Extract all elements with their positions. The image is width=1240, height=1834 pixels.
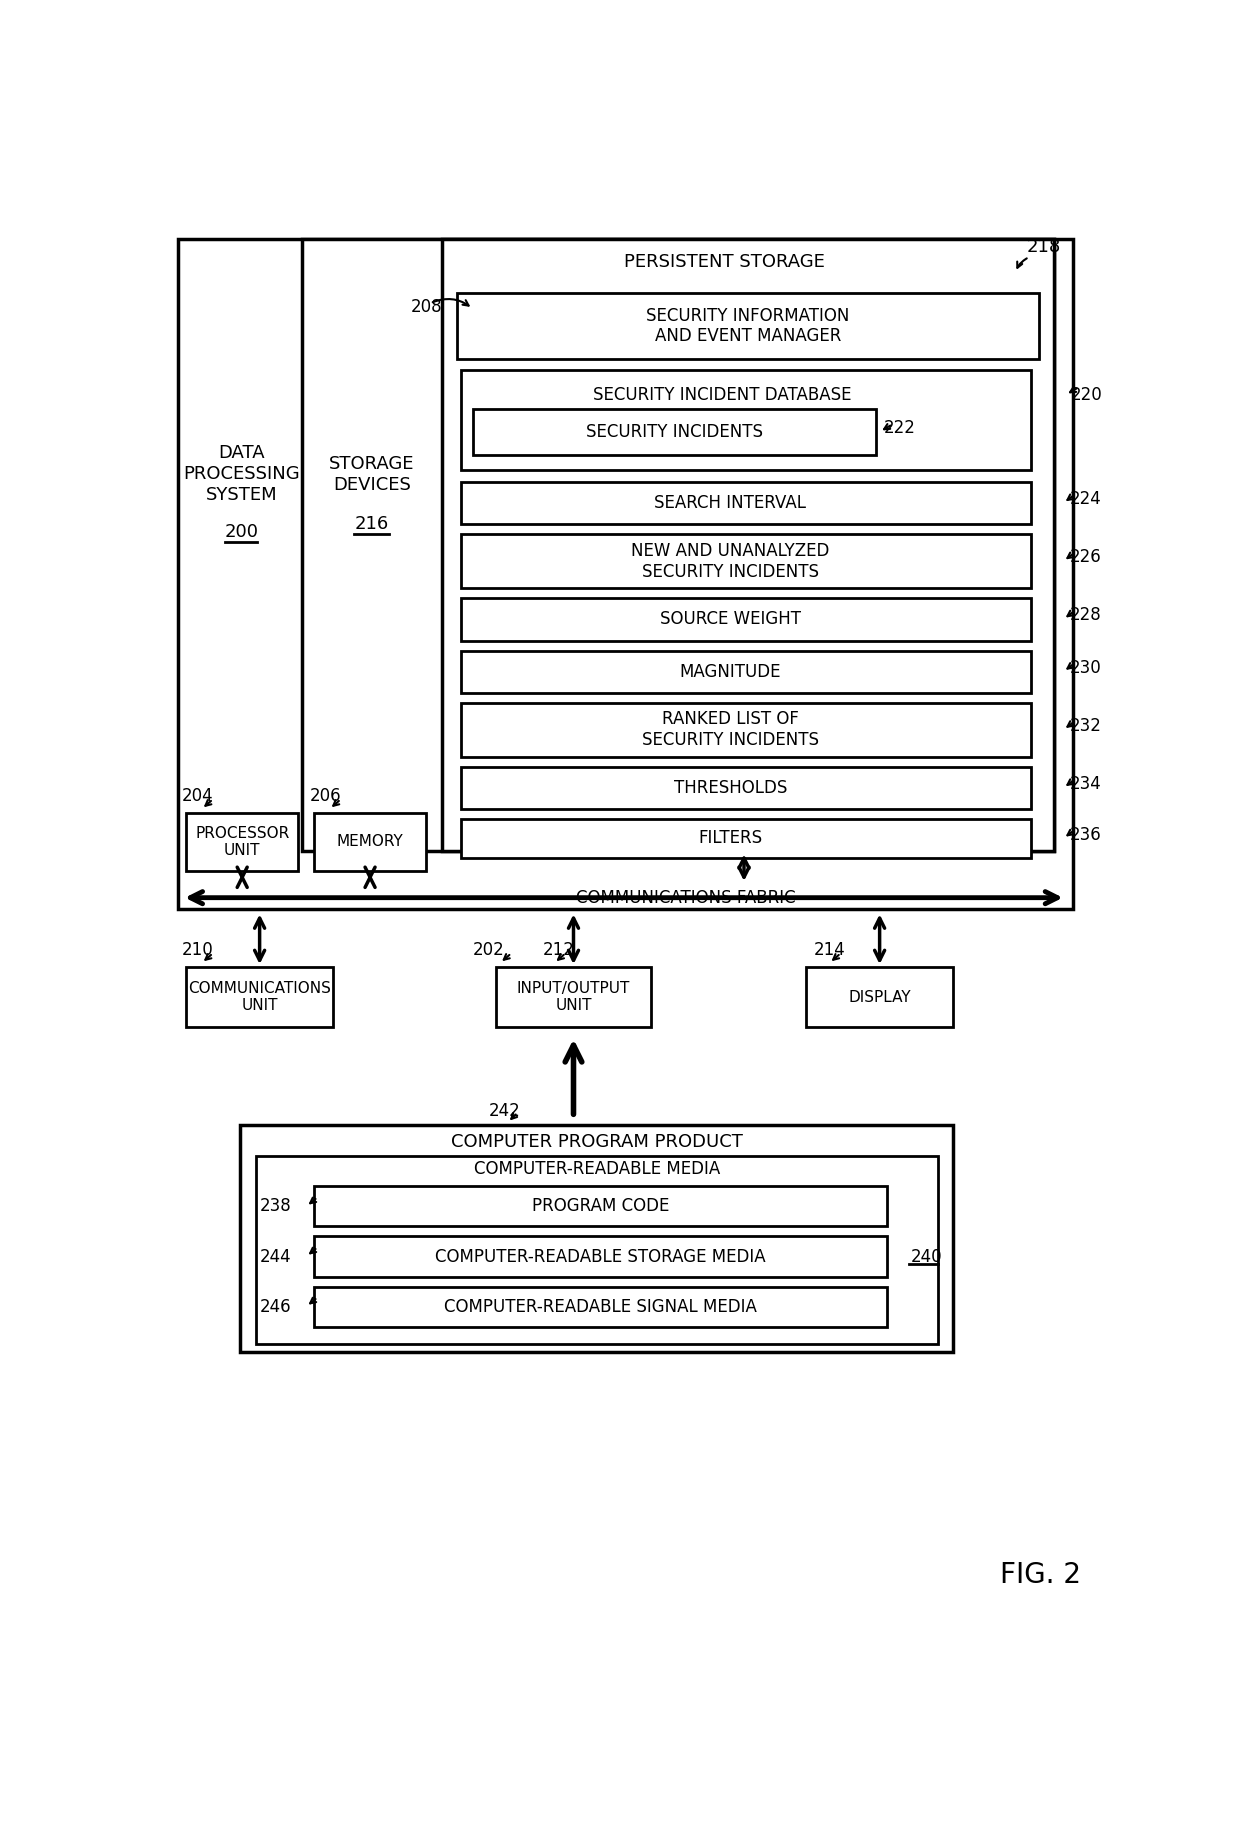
Text: COMMUNICATIONS
UNIT: COMMUNICATIONS UNIT — [188, 981, 331, 1012]
Text: DISPLAY: DISPLAY — [848, 990, 911, 1005]
Text: 230: 230 — [1069, 658, 1101, 677]
Text: SECURITY INCIDENTS: SECURITY INCIDENTS — [585, 424, 763, 440]
Bar — [461, 534, 1030, 589]
Text: 246: 246 — [259, 1297, 291, 1315]
Text: COMMUNICATIONS FABRIC: COMMUNICATIONS FABRIC — [577, 889, 796, 906]
Bar — [461, 651, 1030, 693]
Text: COMPUTER-READABLE SIGNAL MEDIA: COMPUTER-READABLE SIGNAL MEDIA — [444, 1297, 758, 1315]
Text: SECURITY INCIDENT DATABASE: SECURITY INCIDENT DATABASE — [594, 385, 852, 403]
Bar — [496, 967, 651, 1027]
Text: RANKED LIST OF
SECURITY INCIDENTS: RANKED LIST OF SECURITY INCIDENTS — [642, 710, 818, 750]
Text: NEW AND UNANALYZED
SECURITY INCIDENTS: NEW AND UNANALYZED SECURITY INCIDENTS — [631, 541, 830, 581]
Bar — [186, 967, 334, 1027]
Bar — [314, 1236, 888, 1276]
Text: 228: 228 — [1069, 607, 1101, 624]
Bar — [461, 370, 1030, 470]
Text: FIG. 2: FIG. 2 — [999, 1561, 1081, 1590]
Text: 208: 208 — [410, 299, 443, 315]
Bar — [303, 238, 1054, 851]
Bar — [314, 812, 427, 871]
Text: 200: 200 — [224, 523, 259, 541]
Text: COMPUTER-READABLE MEDIA: COMPUTER-READABLE MEDIA — [474, 1161, 720, 1179]
Text: 222: 222 — [883, 418, 915, 436]
Text: FILTERS: FILTERS — [698, 829, 763, 847]
Text: DATA
PROCESSING
SYSTEM: DATA PROCESSING SYSTEM — [184, 444, 300, 504]
Text: 218: 218 — [1027, 238, 1061, 257]
Bar — [186, 812, 299, 871]
Text: 220: 220 — [1071, 385, 1102, 403]
Bar — [461, 482, 1030, 525]
Text: MAGNITUDE: MAGNITUDE — [680, 662, 781, 680]
Text: SECURITY INFORMATION
AND EVENT MANAGER: SECURITY INFORMATION AND EVENT MANAGER — [646, 306, 849, 345]
Text: 224: 224 — [1069, 490, 1101, 508]
Bar — [255, 1155, 937, 1344]
Text: PROGRAM CODE: PROGRAM CODE — [532, 1198, 670, 1216]
Bar — [461, 702, 1030, 757]
Text: 238: 238 — [259, 1198, 291, 1216]
Bar — [461, 598, 1030, 640]
Bar — [806, 967, 954, 1027]
Text: 212: 212 — [543, 941, 574, 959]
Text: 236: 236 — [1069, 825, 1101, 844]
Text: 214: 214 — [813, 941, 846, 959]
Text: 206: 206 — [310, 787, 342, 805]
Text: 216: 216 — [355, 515, 389, 534]
Bar — [441, 238, 1054, 851]
Text: 202: 202 — [472, 941, 505, 959]
Bar — [241, 1124, 954, 1352]
Text: SEARCH INTERVAL: SEARCH INTERVAL — [655, 493, 806, 512]
Text: PERSISTENT STORAGE: PERSISTENT STORAGE — [624, 253, 825, 271]
Text: MEMORY: MEMORY — [337, 834, 403, 849]
Text: 226: 226 — [1069, 548, 1101, 567]
Bar — [179, 238, 1074, 910]
Bar — [314, 1187, 888, 1227]
Text: 244: 244 — [259, 1247, 291, 1265]
Text: SOURCE WEIGHT: SOURCE WEIGHT — [660, 611, 801, 629]
Bar — [458, 293, 1039, 359]
Text: 204: 204 — [182, 787, 213, 805]
Text: COMPUTER PROGRAM PRODUCT: COMPUTER PROGRAM PRODUCT — [451, 1133, 743, 1150]
Bar — [314, 1286, 888, 1326]
Text: PROCESSOR
UNIT: PROCESSOR UNIT — [195, 825, 289, 858]
Text: 234: 234 — [1069, 776, 1101, 792]
Text: STORAGE
DEVICES: STORAGE DEVICES — [330, 455, 414, 493]
Text: INPUT/OUTPUT
UNIT: INPUT/OUTPUT UNIT — [517, 981, 630, 1012]
Text: THRESHOLDS: THRESHOLDS — [673, 779, 787, 798]
Bar — [472, 409, 875, 455]
Bar — [461, 767, 1030, 809]
Text: 242: 242 — [489, 1102, 520, 1121]
Text: 232: 232 — [1069, 717, 1101, 735]
Text: COMPUTER-READABLE STORAGE MEDIA: COMPUTER-READABLE STORAGE MEDIA — [435, 1247, 766, 1265]
Text: 210: 210 — [182, 941, 213, 959]
Text: 240: 240 — [910, 1247, 942, 1265]
Bar — [461, 820, 1030, 858]
